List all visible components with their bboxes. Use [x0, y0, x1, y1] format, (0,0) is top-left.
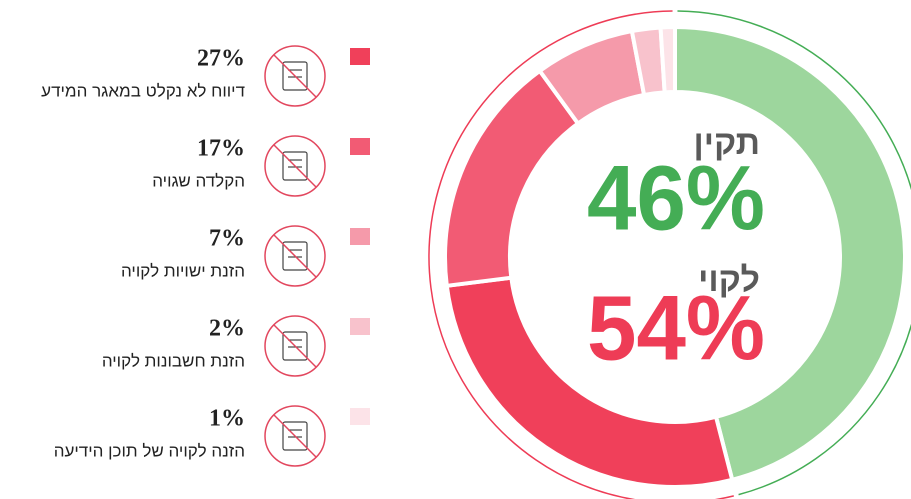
- icon-ring: [264, 225, 326, 287]
- legend-label: הזנת חשבונות לקויה: [102, 351, 245, 370]
- icon-glyph: [282, 421, 308, 451]
- group-ring: [428, 10, 734, 499]
- legend-value: 27%: [197, 46, 245, 72]
- donut-segment: [673, 24, 907, 483]
- icon-glyph: [282, 61, 308, 91]
- legend-icon: [264, 45, 326, 107]
- legend-icon: [264, 405, 326, 467]
- group-name: תקין: [694, 124, 760, 162]
- legend-value: 2%: [209, 316, 245, 342]
- group-value: 46%: [587, 147, 765, 249]
- legend-icon: [264, 225, 326, 287]
- legend-value: 1%: [209, 406, 245, 432]
- group-name: לקוי: [698, 261, 760, 299]
- legend-value: 7%: [209, 226, 245, 252]
- legend-icon: [264, 135, 326, 197]
- icon-ring: [264, 405, 326, 467]
- legend-label: הקלדה שגויה: [152, 171, 245, 190]
- icon-glyph: [282, 151, 308, 181]
- icon-ring: [264, 135, 326, 197]
- legend-label: דיווח לא נקלט במאגר המידע: [41, 81, 245, 100]
- icon-ring: [264, 315, 326, 377]
- icon-glyph: [282, 331, 308, 361]
- donut-segment: [443, 68, 581, 289]
- icon-strike: [273, 144, 317, 188]
- group-value: 54%: [587, 277, 765, 379]
- icon-strike: [273, 324, 317, 368]
- legend-swatch: [350, 228, 370, 245]
- icon-strike: [273, 234, 317, 278]
- legend-swatch: [350, 138, 370, 155]
- legend-label: הזנה לקויה של תוכן הידיעה: [54, 441, 245, 460]
- legend-label: הזנת ישויות לקויה: [121, 261, 245, 280]
- icon-ring: [264, 45, 326, 107]
- legend-swatch: [350, 48, 370, 65]
- legend-icons: [264, 45, 326, 467]
- legend-swatch: [350, 318, 370, 335]
- legend-value: 17%: [197, 136, 245, 162]
- legend-icon: [264, 315, 326, 377]
- icon-strike: [273, 54, 317, 98]
- legend-swatch: [350, 408, 370, 425]
- icon-glyph: [282, 241, 308, 271]
- donut-segment: [658, 24, 677, 95]
- icon-strike: [273, 414, 317, 458]
- group-ring: [677, 10, 911, 496]
